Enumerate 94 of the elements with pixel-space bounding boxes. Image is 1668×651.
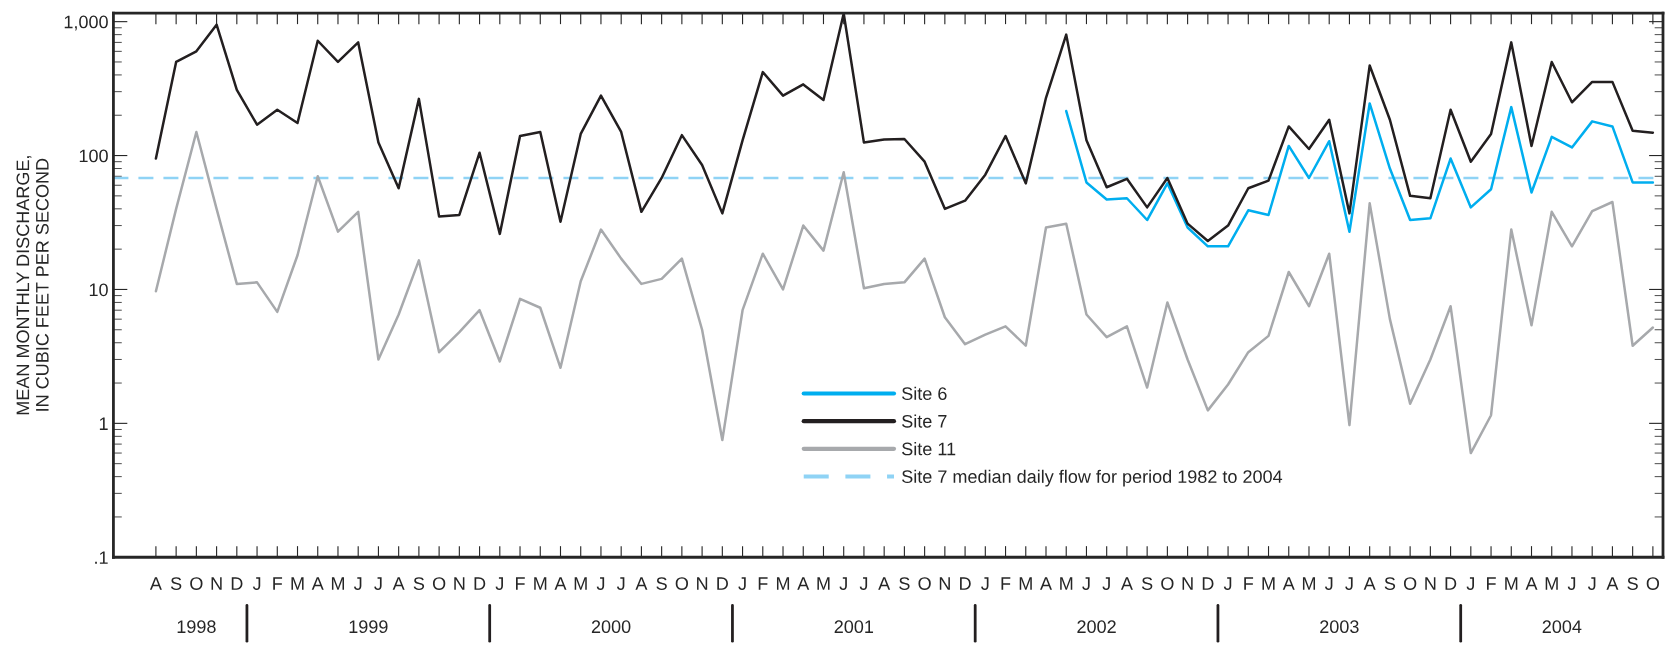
x-tick-label: N [454, 577, 465, 590]
x-tick-label: J [616, 577, 625, 590]
text: 1999 [349, 620, 388, 634]
x-tick-label: J [738, 577, 746, 590]
line-series [1064, 102, 1655, 248]
x-tick-label: M [574, 577, 587, 590]
x-tick-label: D [1202, 577, 1214, 590]
x-tick-label: O [1403, 577, 1417, 590]
x-tick-label: F [758, 577, 768, 590]
x-tick-label: O [190, 577, 203, 590]
x-tick-label: S [1384, 577, 1396, 590]
x-tick-label: J [596, 577, 605, 590]
y-tick-label: 1,000 [64, 15, 108, 31]
legend-label: Site 7 median daily flow for period 1982 to 2004 [902, 469, 1283, 487]
legend-label: Site 11 [902, 442, 956, 456]
x-tick-label: A [635, 577, 648, 590]
x-tick-label: F [1487, 577, 1496, 590]
x-tick-label: N [939, 577, 950, 590]
x-tick-label: J [1082, 577, 1090, 590]
x-tick-label: J [1587, 577, 1596, 590]
x-tick-label: M [1060, 577, 1073, 590]
x-tick-label: J [1223, 577, 1232, 590]
line-series [154, 130, 1655, 455]
x-tick-label: N [1425, 577, 1436, 590]
x-tick-label: M [1262, 577, 1275, 590]
text: 2003 [1320, 620, 1359, 634]
x-tick-label: M [534, 577, 547, 590]
x-tick-label: O [1646, 577, 1660, 590]
x-tick-label: N [1182, 577, 1193, 590]
x-tick-label: J [981, 577, 989, 590]
x-tick-label: J [1345, 577, 1353, 590]
x-tick-label: S [1141, 577, 1153, 590]
text: 2004 [1542, 620, 1582, 634]
x-tick-label: A [1606, 577, 1619, 590]
x-tick-label: S [413, 577, 425, 590]
x-tick-label: D [717, 577, 728, 590]
x-tick-label: F [273, 577, 283, 590]
x-tick-label: M [776, 577, 790, 590]
x-tick-label: M [1302, 577, 1316, 590]
x-tick-label: J [1466, 577, 1474, 590]
text: 1998 [177, 620, 216, 634]
x-tick-label: O [1161, 577, 1174, 590]
x-tick-label: A [311, 577, 324, 590]
x-tick-label: S [899, 577, 910, 590]
x-tick-label: F [516, 577, 525, 590]
y-tick-label: .1 [95, 551, 108, 564]
x-tick-label: J [495, 577, 503, 590]
x-tick-label: A [1040, 577, 1052, 590]
text: 2000 [591, 620, 631, 634]
x-tick-label: S [170, 577, 182, 590]
x-tick-label: O [675, 577, 689, 590]
x-tick-label: M [331, 577, 345, 590]
x-tick-label: M [817, 577, 830, 590]
x-tick-label: O [432, 577, 446, 590]
x-tick-label: A [878, 577, 891, 590]
x-tick-label: A [1525, 577, 1538, 590]
x-tick-label: J [1102, 577, 1110, 590]
x-tick-label: M [1545, 577, 1558, 590]
x-tick-label: D [231, 577, 243, 590]
x-tick-label: N [211, 577, 222, 590]
x-tick-label: O [918, 577, 931, 590]
x-tick-label: A [1282, 577, 1295, 590]
y-tick-label: 100 [79, 149, 108, 163]
x-tick-label: A [554, 577, 567, 590]
x-tick-label: F [1244, 577, 1254, 590]
x-tick-label: A [1363, 577, 1376, 590]
x-tick-label: J [374, 577, 382, 590]
x-tick-label: F [1001, 577, 1011, 590]
x-tick-label: A [1120, 577, 1133, 590]
y-axis-title: MEAN MONTHLY DISCHARGE, IN CUBIC FEET PER SECOND [16, 156, 49, 415]
x-tick-label: J [1324, 577, 1333, 590]
x-tick-label: D [960, 577, 971, 590]
x-tick-label: J [353, 577, 362, 590]
x-tick-label: A [149, 577, 162, 590]
x-tick-label: M [1019, 577, 1032, 590]
x-tick-label: D [474, 577, 486, 590]
text: 2001 [834, 620, 874, 634]
text: 2002 [1077, 620, 1116, 634]
x-tick-label: J [1567, 577, 1576, 590]
x-tick-label: A [392, 577, 405, 590]
x-tick-label: A [797, 577, 810, 590]
y-tick-label: 10 [89, 283, 108, 297]
x-tick-label: J [252, 577, 261, 590]
x-tick-label: D [1445, 577, 1457, 590]
legend-label: Site 6 [902, 386, 947, 401]
x-tick-label: M [1505, 577, 1518, 590]
x-tick-label: J [839, 577, 847, 590]
x-tick-label: N [697, 577, 708, 590]
x-tick-label: M [291, 577, 304, 590]
legend-label: Site 7 [902, 414, 947, 428]
x-tick-label: J [859, 577, 868, 590]
x-tick-label: S [1627, 577, 1638, 590]
y-tick-label: 1 [99, 417, 108, 430]
x-tick-label: S [656, 577, 667, 590]
